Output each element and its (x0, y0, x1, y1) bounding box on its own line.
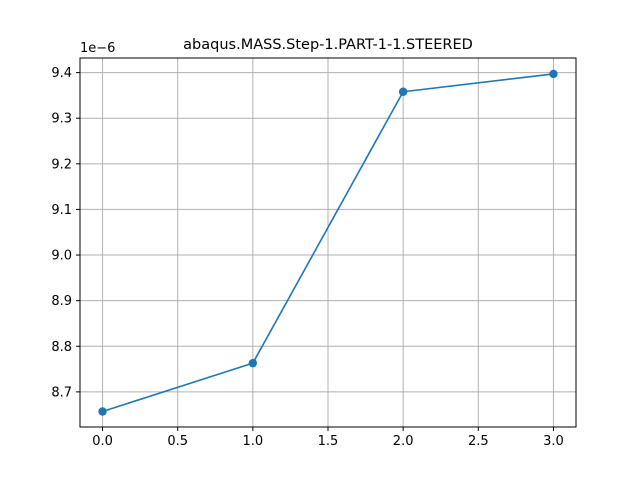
grid-lines (80, 58, 576, 427)
y-tick-label: 8.8 (51, 340, 72, 355)
x-tick-label: 1.0 (243, 434, 264, 449)
data-series (98, 69, 558, 416)
data-point (98, 407, 107, 416)
x-tick-label: 2.0 (393, 434, 414, 449)
x-tick-label: 3.0 (543, 434, 564, 449)
data-point (398, 87, 408, 96)
data-point (248, 358, 258, 368)
x-tick-label: 1.5 (318, 434, 339, 449)
data-point (549, 69, 558, 79)
x-tick-label: 2.5 (468, 434, 489, 449)
y-tick-label: 9.3 (51, 112, 72, 127)
y-tick-label: 8.9 (51, 294, 72, 309)
x-tick-label: 0.0 (92, 434, 113, 449)
axis-ticks: 0.0 0.5 1.0 1.5 2.0 2.5 3.0 8.7 8.8 8.9 9.0 9.1 9.2 9… (51, 66, 563, 449)
plot-area-frame (79, 57, 577, 428)
y-axis-offset-label: 1e−6 (80, 41, 115, 56)
y-tick-label: 9.4 (51, 66, 72, 81)
y-tick-label: 9.0 (51, 249, 72, 264)
series-line (102, 73, 554, 413)
x-tick-label: 0.5 (167, 434, 188, 449)
chart-title: abaqus.MASS.Step-1.PART-1-1.STEERED (183, 37, 473, 53)
y-tick-label: 8.7 (51, 385, 72, 400)
y-tick-label: 9.2 (51, 157, 72, 172)
y-tick-label: 9.1 (51, 203, 72, 218)
